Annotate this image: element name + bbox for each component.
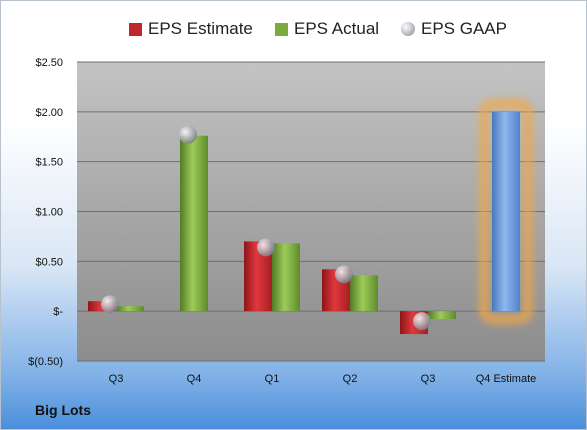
- x-tick-label: Q3: [109, 373, 124, 385]
- legend-label-gaap: EPS GAAP: [421, 19, 507, 38]
- bar-eps-actual: [116, 306, 144, 312]
- bar-estimate-highlight: [492, 111, 520, 312]
- legend-swatch-estimate: [129, 22, 142, 36]
- legend-swatch-actual: [275, 22, 288, 36]
- legend-marker-gaap: [401, 22, 415, 36]
- highlight-glow: [479, 99, 533, 324]
- legend-label-actual: EPS Actual: [294, 19, 380, 38]
- x-tick-label: Q4: [187, 373, 202, 385]
- bar-eps-actual: [428, 311, 456, 320]
- legend-item-eps-actual: EPS Actual: [275, 15, 379, 43]
- legend-item-eps-gaap: EPS GAAP: [401, 15, 507, 43]
- y-tick-label: $-: [53, 306, 63, 318]
- legend: EPS Estimate EPS Actual EPS GAAP: [1, 15, 586, 43]
- point-eps-gaap: [257, 238, 275, 257]
- point-eps-gaap: [179, 125, 197, 144]
- company-name: Big Lots: [35, 402, 91, 418]
- bar-eps-actual: [272, 243, 300, 312]
- point-eps-gaap: [413, 312, 431, 331]
- bar-eps-actual: [350, 275, 378, 312]
- legend-label-estimate: EPS Estimate: [148, 19, 253, 38]
- x-tick-label: Q1: [265, 373, 280, 385]
- y-tick-label: $2.50: [35, 57, 63, 69]
- x-tick-label: Q2: [343, 373, 358, 385]
- y-tick-label: $0.50: [35, 256, 63, 268]
- point-eps-gaap: [335, 265, 353, 284]
- legend-item-eps-estimate: EPS Estimate: [129, 15, 253, 43]
- point-eps-gaap: [101, 295, 119, 314]
- x-tick-label: Q4 Estimate: [476, 373, 537, 385]
- x-tick-label: Q3: [421, 373, 436, 385]
- y-tick-label: $1.50: [35, 157, 63, 169]
- y-tick-label: $2.00: [35, 107, 63, 119]
- bar-eps-actual: [180, 135, 208, 312]
- y-tick-label: $(0.50): [28, 356, 63, 368]
- y-tick-label: $1.00: [35, 207, 63, 219]
